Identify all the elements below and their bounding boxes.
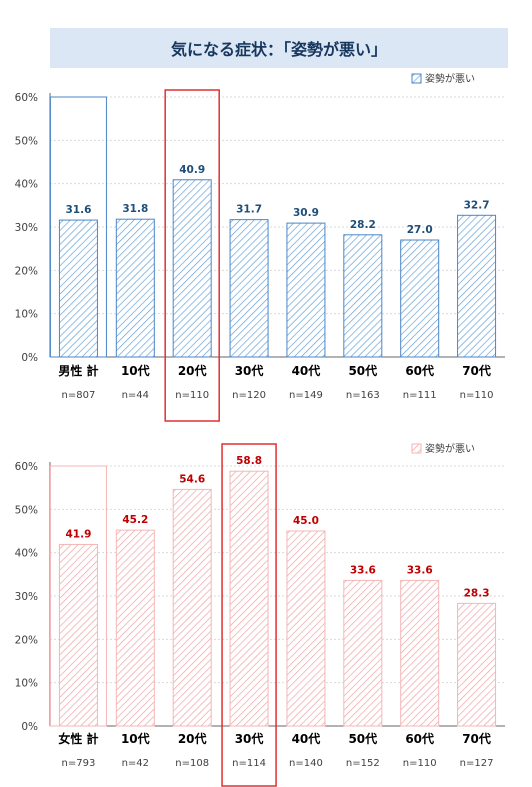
female-value-label: 45.0 bbox=[293, 515, 319, 527]
male-bar bbox=[115, 218, 155, 358]
female-legend-swatch bbox=[411, 443, 422, 454]
male-value-label: 31.6 bbox=[65, 204, 91, 216]
female-category-label: 70代 bbox=[462, 731, 491, 746]
male-category-label: 男性 計 bbox=[58, 363, 98, 378]
female-bar bbox=[172, 488, 212, 727]
male-category-label: 30代 bbox=[235, 363, 264, 378]
male-ytick-label: 10% bbox=[15, 309, 38, 321]
male-ytick-label: 0% bbox=[21, 352, 38, 364]
male-ytick-label: 60% bbox=[15, 92, 38, 104]
female-bar bbox=[58, 543, 98, 727]
female-value-label: 33.6 bbox=[350, 564, 376, 576]
male-bar bbox=[172, 179, 212, 358]
female-category-label: 40代 bbox=[292, 731, 321, 746]
male-value-label: 30.9 bbox=[293, 207, 319, 219]
female-legend-label: 姿勢が悪い bbox=[425, 442, 475, 455]
male-legend-swatch bbox=[411, 73, 422, 84]
female-ytick-label: 20% bbox=[15, 634, 38, 646]
male-category-label: 10代 bbox=[121, 363, 150, 378]
female-bar bbox=[457, 602, 497, 727]
male-bar-chart: 0% 10% 20% 30% 40% 50% 60% 31.6 男性 計 n=807 31.8 10代… bbox=[15, 72, 505, 422]
female-highlight-box bbox=[221, 443, 277, 787]
male-ytick-label: 40% bbox=[15, 179, 38, 191]
male-value-label: 31.7 bbox=[236, 204, 262, 216]
female-n-label: n=42 bbox=[122, 758, 149, 769]
male-bar bbox=[457, 214, 497, 358]
male-ytick-label: 50% bbox=[15, 135, 38, 147]
male-bar bbox=[286, 222, 326, 358]
male-value-label: 32.7 bbox=[464, 199, 490, 211]
female-category-label: 20代 bbox=[178, 731, 207, 746]
male-value-label: 28.2 bbox=[350, 219, 376, 231]
female-n-label: n=793 bbox=[62, 758, 96, 769]
female-ytick-label: 30% bbox=[15, 591, 38, 603]
female-category-label: 女性 計 bbox=[58, 731, 98, 746]
female-ytick-label: 10% bbox=[15, 678, 38, 690]
male-value-label: 31.8 bbox=[122, 203, 148, 215]
male-n-label: n=163 bbox=[346, 390, 380, 401]
male-bar bbox=[343, 234, 383, 358]
female-ytick-label: 40% bbox=[15, 548, 38, 560]
male-n-label: n=149 bbox=[289, 390, 323, 401]
male-n-label: n=44 bbox=[122, 390, 149, 401]
male-legend-label: 姿勢が悪い bbox=[425, 72, 475, 85]
male-n-label: n=120 bbox=[232, 390, 266, 401]
male-category-label: 50代 bbox=[348, 363, 377, 378]
male-ytick-label: 30% bbox=[15, 222, 38, 234]
female-value-label: 28.3 bbox=[464, 587, 490, 599]
female-value-label: 58.8 bbox=[236, 455, 262, 467]
female-value-label: 54.6 bbox=[179, 473, 205, 485]
male-n-label: n=111 bbox=[403, 390, 437, 401]
male-bar bbox=[58, 219, 98, 358]
male-n-label: n=807 bbox=[62, 390, 96, 401]
female-bar bbox=[343, 579, 383, 727]
male-category-label: 70代 bbox=[462, 363, 491, 378]
female-bar bbox=[400, 579, 440, 727]
male-bar bbox=[229, 219, 269, 358]
male-n-label: n=110 bbox=[175, 390, 209, 401]
female-category-label: 10代 bbox=[121, 731, 150, 746]
female-n-label: n=114 bbox=[232, 758, 266, 769]
female-bar bbox=[115, 529, 155, 727]
female-ytick-label: 50% bbox=[15, 504, 38, 516]
female-ytick-label: 60% bbox=[15, 461, 38, 473]
female-category-label: 50代 bbox=[348, 731, 377, 746]
female-n-label: n=127 bbox=[460, 758, 494, 769]
female-ytick-label: 0% bbox=[21, 721, 38, 733]
male-value-label: 27.0 bbox=[407, 224, 433, 236]
female-n-label: n=140 bbox=[289, 758, 323, 769]
page-title-text: 気になる症状：「姿勢が悪い」 bbox=[170, 40, 387, 59]
page-title: 気になる症状：「姿勢が悪い」 bbox=[50, 28, 508, 68]
female-n-label: n=108 bbox=[175, 758, 209, 769]
male-category-label: 40代 bbox=[292, 363, 321, 378]
female-value-label: 45.2 bbox=[122, 514, 148, 526]
female-bar-chart: 0% 10% 20% 30% 40% 50% 60% 41.9 女性 計 n=793 45.2 10代… bbox=[15, 442, 505, 787]
male-ytick-label: 20% bbox=[15, 265, 38, 277]
female-value-label: 41.9 bbox=[65, 528, 91, 540]
female-bar bbox=[229, 470, 269, 727]
male-category-label: 20代 bbox=[178, 363, 207, 378]
male-category-label: 60代 bbox=[405, 363, 434, 378]
male-value-label: 40.9 bbox=[179, 164, 205, 176]
female-value-label: 33.6 bbox=[407, 564, 433, 576]
female-category-label: 30代 bbox=[235, 731, 264, 746]
female-bar bbox=[286, 530, 326, 727]
female-n-label: n=152 bbox=[346, 758, 380, 769]
female-category-label: 60代 bbox=[405, 731, 434, 746]
female-n-label: n=110 bbox=[403, 758, 437, 769]
male-highlight-box bbox=[164, 89, 220, 422]
male-n-label: n=110 bbox=[460, 390, 494, 401]
male-bar bbox=[400, 239, 440, 358]
